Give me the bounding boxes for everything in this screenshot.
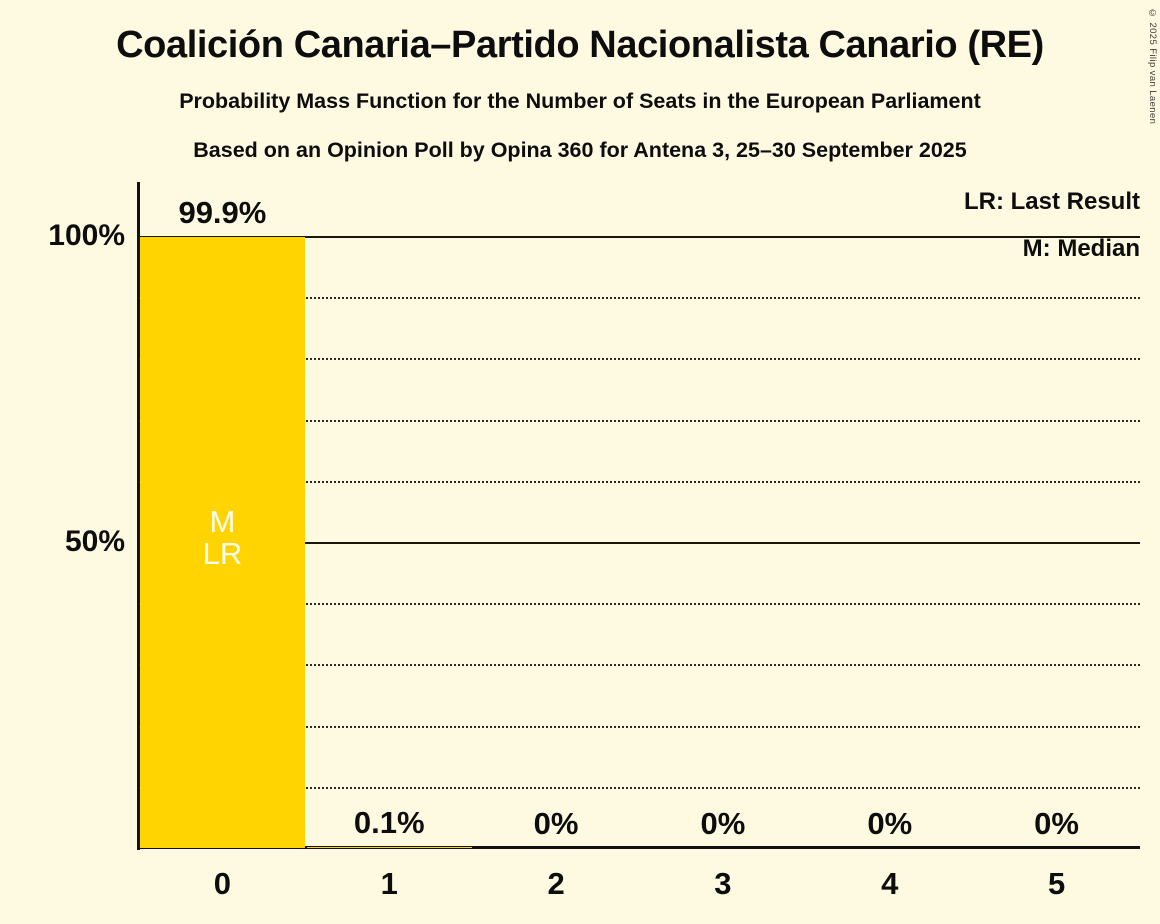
y-axis-tick-50: 50% (64, 525, 125, 558)
chart-title: Coalición Canaria–Partido Nacionalista C… (116, 24, 1044, 66)
gridline-40 (139, 603, 1140, 606)
x-axis-tick-3: 3 (714, 866, 732, 901)
gridline-30 (139, 664, 1140, 667)
legend-median: M: Median (1022, 235, 1140, 262)
legend-last-result: LR: Last Result (963, 188, 1140, 215)
bar-value-seat-3: 0% (700, 806, 746, 841)
bar-marker-last-result: LR (202, 536, 243, 572)
gridline-70 (139, 419, 1140, 422)
gridline-50 (139, 542, 1140, 544)
bar-marker-median: M (209, 504, 236, 540)
y-axis-line (137, 182, 140, 850)
bar-value-seat-2: 0% (533, 806, 579, 841)
chart-subtitle-secondary: Based on an Opinion Poll by Opina 360 fo… (193, 137, 967, 162)
y-axis-tick-100: 100% (48, 219, 125, 252)
plot-area: M LR (139, 236, 1140, 848)
x-axis-line (139, 846, 1140, 849)
bar-seat-1[interactable] (306, 847, 472, 848)
gridline-80 (139, 358, 1140, 361)
x-axis-tick-2: 2 (547, 866, 565, 901)
bar-value-seat-4: 0% (867, 806, 913, 841)
bar-value-seat-0: 99.9% (178, 194, 267, 230)
bar-value-seat-5: 0% (1034, 806, 1079, 841)
gridline-10 (139, 786, 1140, 789)
gridline-90 (139, 297, 1140, 300)
x-axis-tick-4: 4 (881, 866, 899, 901)
gridline-20 (139, 725, 1140, 728)
bar-seat-0[interactable]: M LR (140, 236, 305, 848)
chart-subtitle-primary: Probability Mass Function for the Number… (179, 89, 981, 113)
copyright-notice: © 2025 Filip van Laenen (1147, 8, 1158, 125)
bar-markers-seat-0: M LR (140, 506, 305, 570)
x-axis-tick-5: 5 (1047, 866, 1066, 901)
gridline-60 (139, 480, 1140, 483)
chart-header: Coalición Canaria–Partido Nacionalista C… (0, 0, 1160, 161)
x-axis-tick-0: 0 (213, 866, 232, 901)
gridline-100 (139, 236, 1140, 238)
bar-value-seat-1: 0.1% (353, 805, 425, 841)
x-axis-tick-1: 1 (380, 866, 398, 901)
